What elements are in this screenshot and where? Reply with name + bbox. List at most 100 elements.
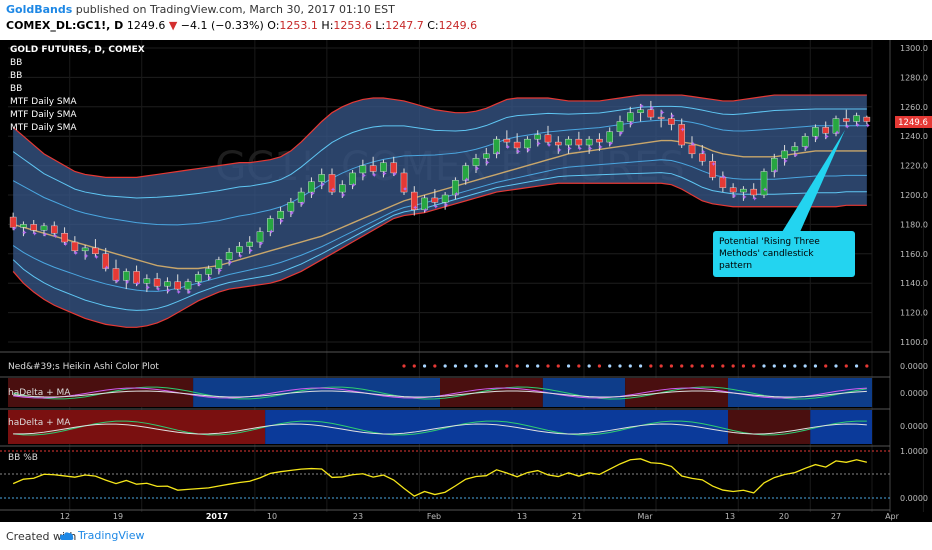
- trail-marker: ✦: [52, 232, 58, 240]
- candle-body: [194, 274, 202, 282]
- candle-body: [853, 115, 860, 122]
- trail-marker: ✦: [515, 148, 521, 156]
- bbpct-title: BB %B: [8, 453, 38, 463]
- trail-marker: ✦: [42, 231, 48, 239]
- candle-body: [863, 116, 871, 122]
- publisher-name[interactable]: GoldBands: [6, 3, 73, 16]
- trail-marker: ✦: [186, 288, 192, 296]
- candle-body: [462, 165, 469, 181]
- candle-body: [431, 197, 439, 203]
- candle-body: [668, 118, 675, 125]
- candle-body: [359, 165, 367, 174]
- candle-body: [822, 127, 830, 134]
- lower-band-line: [12, 182, 867, 328]
- candle-body: [215, 259, 223, 269]
- trail-marker: ✦: [669, 113, 675, 121]
- trail-marker: ✦: [83, 252, 89, 260]
- heikin-dot: [443, 364, 447, 368]
- legend-item-sma-2: MTF Daily SMA: [10, 110, 77, 120]
- trail-marker: ✦: [628, 120, 634, 128]
- price-tick-label: 1100.0: [900, 338, 928, 347]
- trail-marker: ✦: [464, 176, 470, 184]
- time-axis[interactable]: 12 19 2017 10 23 Feb 13 21 Mar 13 20 27 Apr: [60, 512, 900, 521]
- trail-marker: ✦: [567, 145, 573, 153]
- trail-marker: ✦: [73, 249, 79, 257]
- time-tick-label: 10: [267, 512, 277, 521]
- tradingview-cloud-icon: [60, 532, 74, 540]
- candle-body: [709, 160, 716, 178]
- candle-body: [781, 150, 788, 159]
- candle-body: [122, 271, 130, 281]
- price-tick-label: 1120.0: [900, 309, 928, 318]
- annotation-line-3: pattern: [719, 261, 752, 271]
- trail-marker: ✦: [505, 143, 511, 151]
- trail-marker: ✦: [351, 182, 357, 190]
- candle-body: [153, 278, 161, 287]
- trail-marker: ✦: [237, 252, 243, 260]
- candle-body: [771, 158, 778, 172]
- price-tick-label: 1260.0: [900, 103, 928, 112]
- candle-body: [133, 271, 140, 284]
- heikin-dot: [638, 364, 643, 368]
- last-price: 1249.6: [126, 19, 166, 32]
- chart-area[interactable]: GC1!, COMEX FUTURES ✦✦✦✦✦✦✦✦✦✦✦✦✦✦✦✦✦✦✦✦…: [0, 40, 932, 522]
- heikin-dot: [505, 364, 509, 368]
- candle-body: [40, 225, 48, 231]
- down-arrow-icon: ▼: [168, 19, 178, 32]
- hadelta2-ma: [13, 423, 867, 435]
- price-tick-label: 1200.0: [900, 191, 928, 200]
- candle-body: [30, 224, 37, 231]
- heikin-dot: [525, 364, 530, 368]
- trail-marker: ✦: [279, 218, 285, 226]
- hadelta-bg-segment: [440, 378, 543, 407]
- chart-svg[interactable]: GC1!, COMEX FUTURES ✦✦✦✦✦✦✦✦✦✦✦✦✦✦✦✦✦✦✦✦…: [0, 40, 932, 522]
- candle-body: [369, 165, 377, 172]
- heikin-dot: [741, 364, 746, 368]
- trail-marker: ✦: [546, 141, 552, 149]
- tradingview-link[interactable]: TradingView: [78, 529, 145, 542]
- trail-marker: ✦: [865, 122, 871, 130]
- bbpct-line: [12, 458, 868, 497]
- legend-item-bb-2: BB: [10, 71, 22, 81]
- heikin-dot: [402, 364, 406, 368]
- candle-body: [678, 124, 686, 146]
- trail-marker: ✦: [11, 225, 17, 233]
- time-tick-label: 27: [831, 512, 841, 521]
- band-fill: [13, 95, 867, 328]
- heikin-dot: [762, 364, 766, 368]
- price-tick-label: 1240.0: [900, 132, 928, 141]
- trail-marker: ✦: [93, 254, 99, 262]
- candle-body: [267, 218, 274, 232]
- time-tick-label: 13: [725, 512, 735, 521]
- heikin-dot: [618, 364, 622, 368]
- hadelta2-value: 0.0000: [900, 422, 928, 431]
- footer: Created with TradingView: [0, 522, 932, 550]
- candle-body: [555, 141, 562, 146]
- annotation-callout[interactable]: Potential 'Rising Three Methods' candles…: [713, 130, 855, 277]
- hadelta-bg-segment: [265, 410, 728, 444]
- candle-body: [760, 171, 768, 196]
- trail-marker: ✦: [124, 279, 130, 287]
- candle-body: [791, 146, 799, 152]
- candle-body: [596, 138, 603, 143]
- price-tick-label: 1160.0: [900, 250, 928, 259]
- publish-line: GoldBands published on TradingView.com, …: [6, 3, 395, 16]
- trail-marker: ✦: [536, 140, 542, 148]
- trail-marker: ✦: [453, 191, 459, 199]
- trail-marker: ✦: [443, 202, 449, 210]
- price-axis[interactable]: 1300.0 1280.0 1260.0 1240.0 1220.0 1200.0 1180…: [900, 44, 928, 347]
- trail-marker: ✦: [227, 259, 233, 267]
- hadelta-bg-segment: [542, 378, 626, 407]
- time-tick-label: 23: [353, 512, 363, 521]
- candle-body: [256, 231, 264, 243]
- bbpct-bottom-value: 0.0000: [900, 494, 928, 503]
- trail-marker: ✦: [556, 146, 562, 154]
- trail-marker: ✦: [721, 174, 727, 182]
- trail-marker: ✦: [330, 186, 336, 194]
- high-value: 1253.6: [333, 19, 372, 32]
- trail-marker: ✦: [813, 135, 819, 143]
- trail-marker: ✦: [155, 285, 161, 293]
- heikin-dot: [628, 364, 632, 368]
- candle-body: [627, 112, 634, 122]
- trail-marker: ✦: [855, 121, 861, 129]
